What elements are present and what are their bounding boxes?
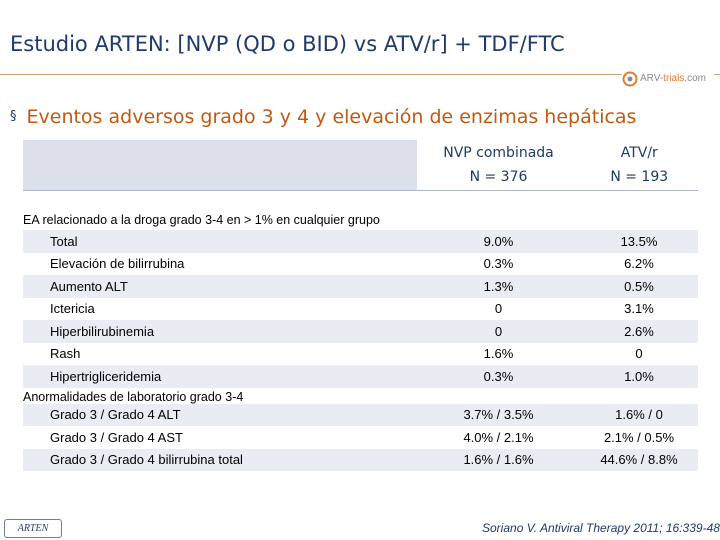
nvp-value: 0 — [417, 298, 580, 321]
row-label: Total — [23, 230, 417, 253]
nvp-value: 0.3% — [417, 253, 580, 276]
subtitle-text: Eventos adversos grado 3 y 4 y elevación… — [27, 106, 637, 128]
nvp-value: 1.6% / 1.6% — [417, 449, 580, 472]
nvp-value: 9.0% — [417, 230, 580, 253]
column-header-nvp: NVP combinada N = 376 — [417, 140, 580, 191]
column-nvp-name: NVP combinada — [418, 141, 580, 165]
column-atv-name: ATV/r — [581, 141, 699, 165]
table-row: Grado 3 / Grado 4 AST 4.0% / 2.1% 2.1% /… — [23, 426, 698, 449]
table-row: Aumento ALT 1.3% 0.5% — [23, 275, 698, 298]
row-label: Elevación de bilirrubina — [23, 253, 417, 276]
header-blank-cell — [23, 140, 417, 191]
atv-value: 13.5% — [580, 230, 698, 253]
atv-value: 2.1% / 0.5% — [580, 426, 698, 449]
arten-badge: ARTEN — [4, 519, 62, 538]
row-label: Grado 3 / Grado 4 AST — [23, 426, 417, 449]
title-divider — [0, 74, 720, 75]
atv-value: 0.5% — [580, 275, 698, 298]
table-row: Ictericia 0 3.1% — [23, 298, 698, 321]
nvp-value: 4.0% / 2.1% — [417, 426, 580, 449]
table-header-row: NVP combinada N = 376 ATV/r N = 193 — [23, 140, 698, 191]
column-header-atv: ATV/r N = 193 — [580, 140, 698, 191]
section-header-row: EA relacionado a la droga grado 3-4 en >… — [23, 191, 698, 231]
table-row: Rash 1.6% 0 — [23, 343, 698, 366]
section-heading-lab-abnormalities: Anormalidades de laboratorio grado 3-4 — [23, 388, 417, 404]
citation-text: Soriano V. Antiviral Therapy 2011; 16:33… — [482, 521, 720, 535]
column-nvp-n: N = 376 — [418, 165, 580, 189]
row-label: Hipertrigliceridemia — [23, 365, 417, 388]
table-row: Elevación de bilirrubina 0.3% 6.2% — [23, 253, 698, 276]
nvp-value: 0 — [417, 320, 580, 343]
table-row: Grado 3 / Grado 4 bilirrubina total 1.6%… — [23, 449, 698, 472]
logo-text: ARV-trials.com — [640, 73, 706, 84]
section-heading-drug-related: EA relacionado a la droga grado 3-4 en >… — [23, 191, 417, 231]
nvp-value: 0.3% — [417, 365, 580, 388]
nvp-value: 1.6% — [417, 343, 580, 366]
atv-value: 0 — [580, 343, 698, 366]
row-label: Grado 3 / Grado 4 ALT — [23, 404, 417, 427]
slide-title: Estudio ARTEN: [NVP (QD o BID) vs ATV/r]… — [10, 32, 565, 56]
adverse-events-table: NVP combinada N = 376 ATV/r N = 193 EA r… — [23, 140, 698, 471]
row-label: Grado 3 / Grado 4 bilirrubina total — [23, 449, 417, 472]
atv-value: 44.6% / 8.8% — [580, 449, 698, 472]
row-label: Rash — [23, 343, 417, 366]
row-label: Hiperbilirubinemia — [23, 320, 417, 343]
table-row: Hiperbilirubinemia 0 2.6% — [23, 320, 698, 343]
arv-trials-logo: ARV-trials.com — [622, 68, 714, 90]
nvp-value: 3.7% / 3.5% — [417, 404, 580, 427]
row-label: Ictericia — [23, 298, 417, 321]
table-row: Grado 3 / Grado 4 ALT 3.7% / 3.5% 1.6% /… — [23, 404, 698, 427]
table-row: Hipertrigliceridemia 0.3% 1.0% — [23, 365, 698, 388]
row-label: Aumento ALT — [23, 275, 417, 298]
bullet-icon: § — [10, 109, 17, 124]
atv-value: 1.6% / 0 — [580, 404, 698, 427]
column-atv-n: N = 193 — [581, 165, 699, 189]
atv-value: 6.2% — [580, 253, 698, 276]
slide-subtitle: § Eventos adversos grado 3 y 4 y elevació… — [10, 106, 636, 128]
section-header-row: Anormalidades de laboratorio grado 3-4 — [23, 388, 698, 404]
atv-value: 3.1% — [580, 298, 698, 321]
arv-trials-logo-icon — [622, 71, 638, 87]
atv-value: 1.0% — [580, 365, 698, 388]
nvp-value: 1.3% — [417, 275, 580, 298]
atv-value: 2.6% — [580, 320, 698, 343]
table-row: Total 9.0% 13.5% — [23, 230, 698, 253]
